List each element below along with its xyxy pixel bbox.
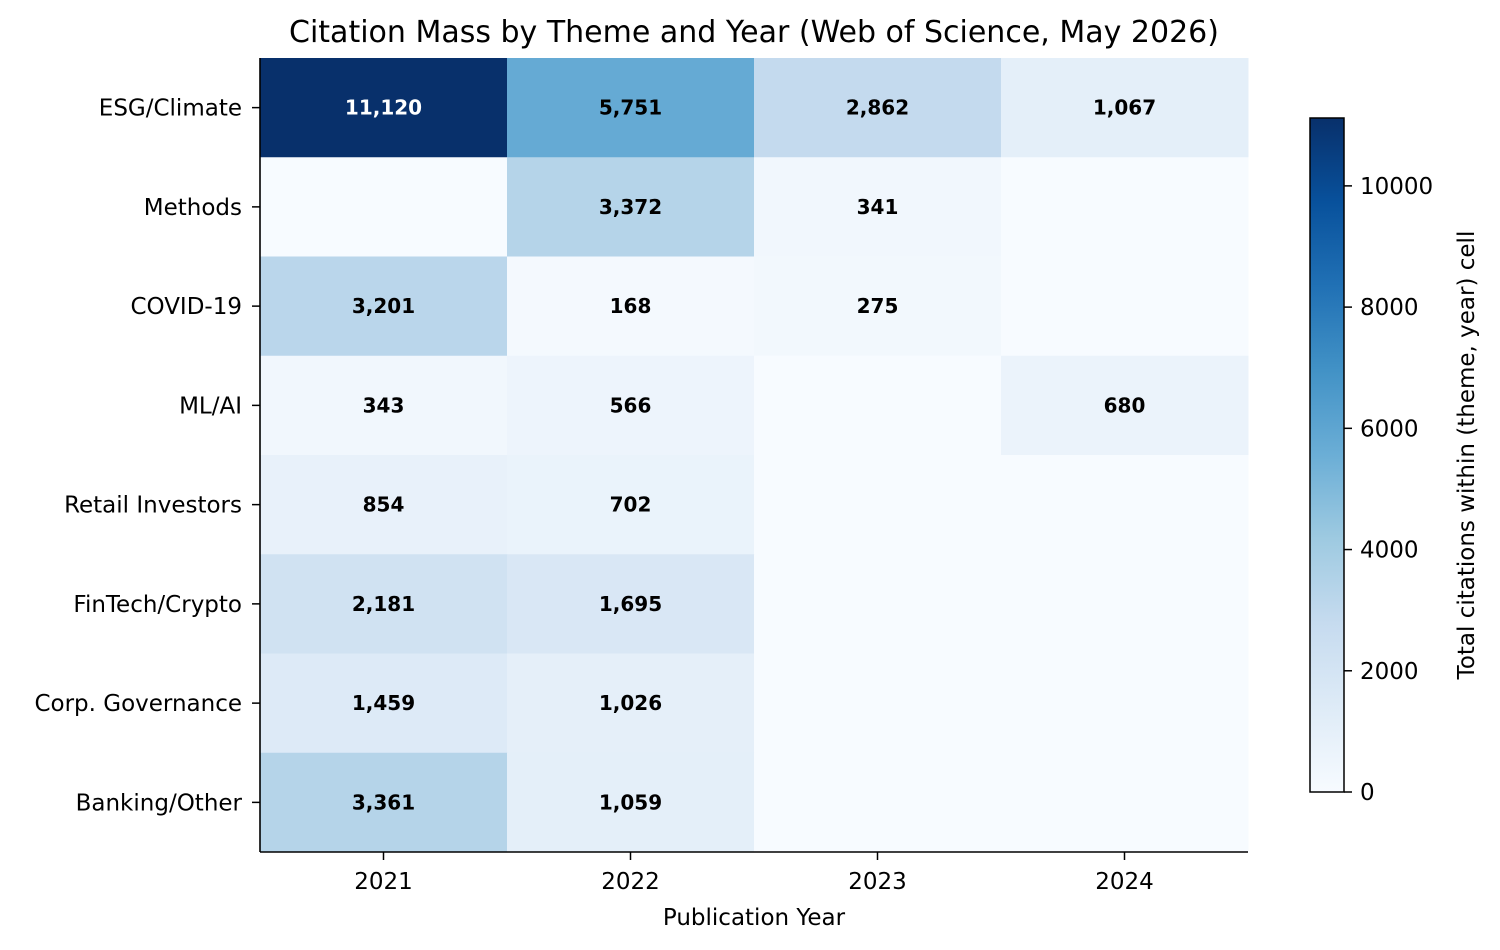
y-tick-label: ESG/Climate [99,96,242,122]
cell-value-label: 341 [857,195,899,219]
heatmap-cell [754,58,1002,158]
x-tick-label: 2021 [354,869,413,895]
y-tick-label: FinTech/Crypto [73,592,242,618]
colorbar-tick-label: 4000 [1360,538,1419,564]
heatmap-cell [754,157,1002,257]
cell-value-label: 702 [610,493,652,517]
colorbar-ticks: 0 2000 4000 6000 8000 10000 [1344,174,1433,806]
cell-value-label: 5,751 [599,96,662,120]
heatmap-cell [260,157,508,257]
cell-value-label: 2,862 [846,96,909,120]
x-tick-label: 2023 [848,869,907,895]
cell-value-label: 1,695 [599,592,662,616]
cell-value-label: 566 [610,393,652,417]
heatmap-cell [260,653,508,754]
cell-value-label: 854 [363,493,405,517]
heatmap-cell [260,752,508,853]
heatmap-cell [754,455,1002,555]
heatmap-cell [260,554,508,654]
y-tick-label: ML/AI [179,393,242,419]
cell-value-label: 3,372 [599,195,662,219]
chart-title: Citation Mass by Theme and Year (Web of … [289,15,1219,50]
axes [259,58,1248,853]
heatmap-cell [507,58,755,158]
heatmap-cell [1001,752,1249,853]
cell-value-label: 275 [857,294,899,318]
cell-value-label: 680 [1104,393,1146,417]
heatmap-cell [260,256,508,357]
heatmap-cell [507,256,755,357]
cell-value-label: 3,201 [352,294,415,318]
x-axis-ticks: 2021 2022 2023 2024 [354,852,1154,895]
y-tick-label: COVID-19 [130,294,242,320]
cell-value-label: 1,059 [599,790,662,814]
cell-value-label: 11,120 [345,96,422,120]
cell-value-label: 343 [363,393,405,417]
heatmap-cell [507,653,755,754]
cell-value-label: 3,361 [352,790,415,814]
heatmap-cell [1001,554,1249,654]
heatmap-cell [1001,455,1249,555]
heatmap-cell [1001,355,1249,456]
heatmap-cell [507,455,755,555]
heatmap-cell [754,256,1002,357]
cell-value-label: 1,026 [599,691,662,715]
cell-value-label: 168 [610,294,652,318]
heatmap-cell [507,752,755,853]
heatmap-cell [507,157,755,257]
heatmap-cells [260,58,1249,853]
heatmap-cell [260,455,508,555]
y-axis-ticks: ESG/Climate Methods COVID-19 ML/AI Retail In… [34,96,260,816]
cell-value-label: 2,181 [352,592,415,616]
y-tick-label: Corp. Governance [34,691,242,717]
colorbar-tick-label: 6000 [1360,416,1419,442]
heatmap-cell [507,554,755,654]
heatmap-cell [260,355,508,456]
heatmap-cell [1001,653,1249,754]
heatmap-cell [754,752,1002,853]
y-tick-label: Retail Investors [64,493,242,519]
heatmap-cell [754,554,1002,654]
heatmap-cell [260,58,508,158]
colorbar-label: Total citations within (theme, year) cel… [1454,231,1480,681]
heatmap-cell [1001,256,1249,357]
colorbar-tick-label: 10000 [1360,174,1433,200]
colorbar-tick-label: 8000 [1360,295,1419,321]
cell-value-label: 1,067 [1093,96,1156,120]
x-axis-label: Publication Year [663,905,846,931]
cell-labels: 11,120 5,751 2,862 1,067 3,372 341 3,201 168 275… [345,96,1156,815]
heatmap-cell [507,355,755,456]
y-tick-label: Methods [144,195,242,221]
x-tick-label: 2022 [601,869,660,895]
heatmap-cell [1001,58,1249,158]
colorbar [1309,117,1345,793]
cell-value-label: 1,459 [352,691,415,715]
colorbar-tick-label: 2000 [1360,659,1419,685]
colorbar-tick-label: 0 [1360,780,1375,806]
y-tick-label: Banking/Other [76,790,243,816]
heatmap-cell [1001,157,1249,257]
x-tick-label: 2024 [1095,869,1154,895]
heatmap-cell [754,653,1002,754]
heatmap-cell [754,355,1002,456]
colorbar-gradient [1309,117,1345,793]
